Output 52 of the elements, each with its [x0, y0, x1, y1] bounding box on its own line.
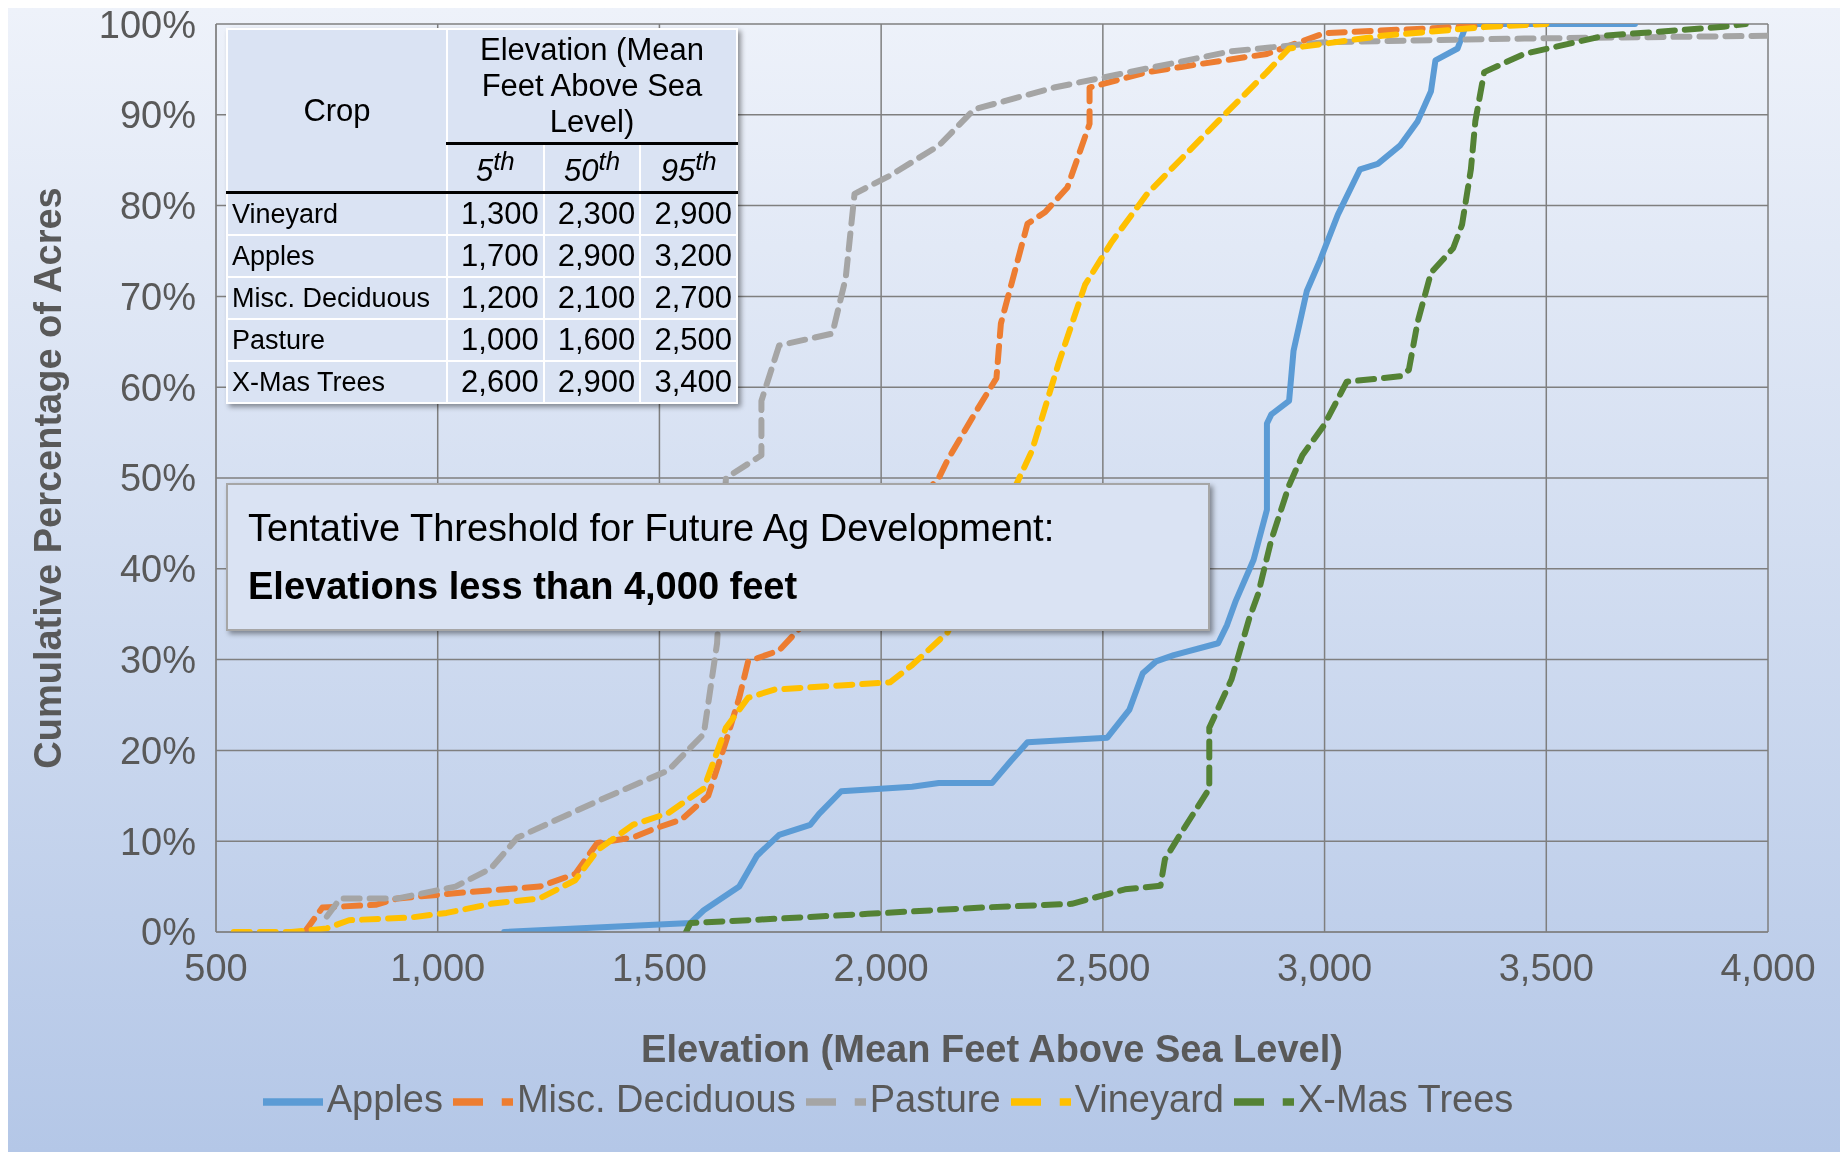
- y-tick-label: 70%: [119, 275, 196, 318]
- y-tick-label: 20%: [119, 729, 196, 772]
- legend-label: Apples: [326, 1078, 443, 1121]
- annotation: 1,600: [557, 322, 636, 358]
- annotation: 2,300: [557, 196, 636, 232]
- annotation: Tentative Threshold for Future Ag Development:: [248, 507, 1055, 549]
- y-tick-label: 90%: [119, 94, 196, 137]
- annotation: 3,200: [654, 238, 732, 274]
- legend-label: X-Mas Trees: [1297, 1078, 1514, 1121]
- y-tick-label: 30%: [119, 639, 196, 682]
- y-tick-label: 100%: [98, 3, 196, 46]
- annotation: 50$^{th}$: [563, 147, 620, 189]
- x-axis-title: Elevation (Mean Feet Above Sea Level): [641, 1028, 1343, 1070]
- annotation: Apples: [232, 240, 315, 271]
- annotation: 2,100: [557, 280, 636, 316]
- annotation: Vineyard: [232, 198, 339, 229]
- y-tick-label: 80%: [119, 185, 196, 228]
- annotation: Crop: [303, 92, 371, 128]
- y-tick-label: 60%: [119, 366, 196, 409]
- y-tick-label: 10%: [119, 820, 196, 863]
- x-tick-label: 2,000: [833, 946, 929, 989]
- x-tick-label: 2,500: [1055, 946, 1151, 989]
- annotation: 1,000: [461, 322, 539, 358]
- note-box: Tentative Threshold for Future Ag Development: Elevations less than 4,000 feet: [226, 483, 1210, 631]
- y-tick-label: 50%: [119, 457, 196, 500]
- annotation: Pasture: [232, 324, 326, 355]
- annotation: Elevation (Mean Feet Above Sea Level): [479, 32, 704, 139]
- x-tick-label: 4,000: [1720, 946, 1816, 989]
- legend-label: Pasture: [869, 1078, 1001, 1121]
- annotation: 5$^{th}$: [475, 147, 515, 189]
- annotation: 1,300: [461, 196, 539, 232]
- annotation: 1,200: [461, 280, 539, 316]
- annotation: 3,400: [654, 364, 732, 400]
- annotation: 2,500: [654, 322, 732, 358]
- annotation: 2,700: [654, 280, 732, 316]
- x-tick-label: 1,000: [390, 946, 486, 989]
- annotation: Elevations less than 4,000 feet: [248, 565, 798, 607]
- x-tick-label: 3,000: [1277, 946, 1373, 989]
- legend-label: Misc. Deciduous: [516, 1078, 796, 1121]
- y-axis-title: Cumulative Percentage of Acres: [27, 187, 70, 769]
- annotation: 2,900: [557, 238, 636, 274]
- legend-label: Vineyard: [1074, 1078, 1224, 1121]
- annotation: 2,600: [461, 364, 539, 400]
- x-tick-label: 1,500: [611, 946, 707, 989]
- x-tick-label: 3,500: [1498, 946, 1594, 989]
- annotation: 2,900: [654, 196, 732, 232]
- y-tick-label: 40%: [119, 548, 196, 591]
- annotation: 1,700: [461, 238, 539, 274]
- annotation: 95$^{th}$: [660, 147, 717, 189]
- annotation: 2,900: [557, 364, 636, 400]
- annotation: Misc. Deciduous: [232, 282, 431, 313]
- annotation: X-Mas Trees: [232, 366, 386, 397]
